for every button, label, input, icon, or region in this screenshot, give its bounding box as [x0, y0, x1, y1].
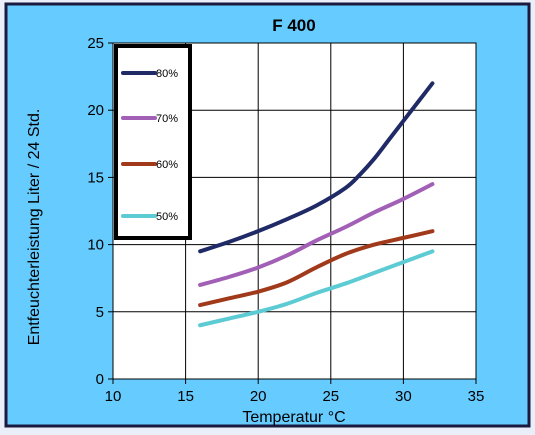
legend: 80% 70% 60% 50% — [114, 44, 192, 240]
legend-items: 80% 70% 60% 50% — [121, 68, 178, 223]
x-tick-label: 20 — [250, 388, 267, 405]
y-tick-label: 15 — [87, 169, 104, 186]
legend-label: 60% — [156, 159, 178, 171]
y-axis-ticks: 0 5 10 15 20 25 — [87, 35, 113, 388]
y-tick-label: 5 — [96, 304, 104, 321]
x-axis-label: Temperatur °C — [242, 409, 345, 426]
chart-title: F 400 — [272, 16, 315, 35]
legend-label: 80% — [156, 68, 178, 80]
y-axis-label: Entfeuchterleistung Liter / 24 Std. — [26, 109, 43, 346]
series-line-50 — [198, 249, 435, 328]
legend-box — [114, 44, 192, 240]
legend-label: 50% — [156, 211, 178, 223]
x-axis-ticks: 10 15 20 25 30 35 — [105, 379, 485, 405]
series-layer — [198, 81, 435, 328]
series-line-80 — [198, 81, 435, 254]
x-tick-label: 25 — [322, 388, 339, 405]
y-tick-label: 20 — [87, 102, 104, 119]
y-tick-label: 10 — [87, 237, 104, 254]
series-line-70 — [198, 182, 435, 287]
y-tick-label: 0 — [96, 371, 104, 388]
series-line-60 — [198, 229, 435, 308]
legend-label: 70% — [156, 113, 178, 125]
x-tick-label: 30 — [395, 388, 412, 405]
x-tick-label: 35 — [468, 388, 485, 405]
plot-border — [112, 42, 477, 380]
x-tick-label: 10 — [105, 388, 122, 405]
x-tick-label: 15 — [177, 388, 194, 405]
y-tick-label: 25 — [87, 35, 104, 52]
